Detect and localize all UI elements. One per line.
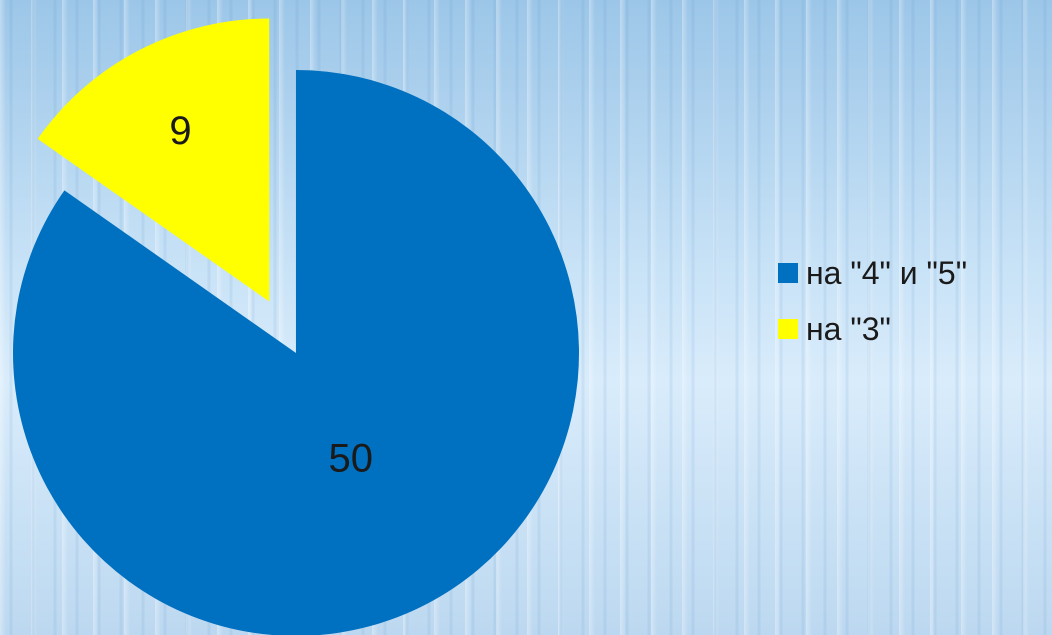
legend-label-3: на "3"	[806, 310, 891, 347]
data-label-4-and-5: 50	[329, 436, 374, 480]
legend-label-4-and-5: на "4" и "5"	[806, 254, 968, 291]
legend-swatch-3	[778, 319, 798, 339]
legend-swatch-4-and-5	[778, 263, 798, 283]
pie-slices	[13, 18, 579, 635]
pie-data-labels: 50 9	[169, 109, 373, 481]
slice-4-and-5	[13, 70, 579, 635]
chart-legend: на "4" и "5" на "3"	[778, 250, 1052, 362]
legend-item-4-and-5: на "4" и "5"	[778, 250, 1052, 296]
data-label-3: 9	[169, 109, 191, 153]
slice-3	[37, 18, 270, 302]
legend-item-3: на "3"	[778, 306, 1052, 352]
